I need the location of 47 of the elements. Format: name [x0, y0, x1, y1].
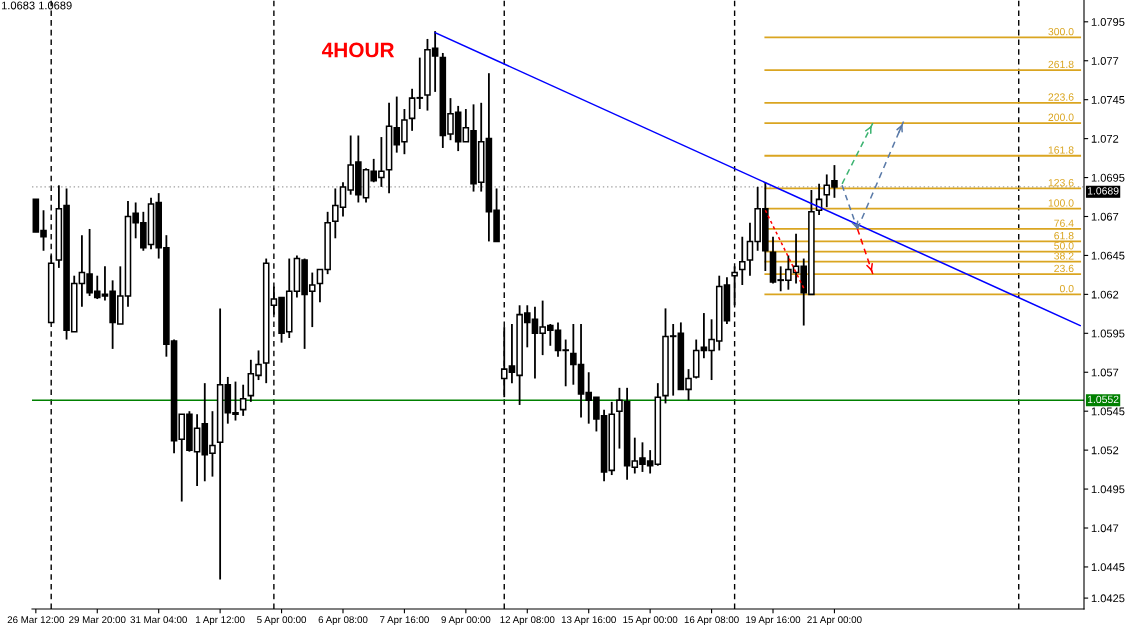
- series-label: 38.2: [1054, 252, 1074, 260]
- text: 4HOUR: [321, 42, 395, 58]
- x-tick-label: 9 Apr 00:00: [441, 616, 491, 626]
- x-tick-label: 19 Apr 16:00: [746, 616, 801, 626]
- ref-line-label: 1.0689: [1087, 187, 1119, 195]
- y-tick-label: 1.0545: [1091, 407, 1125, 416]
- y-tick-label: 1.0445: [1091, 563, 1125, 572]
- series-label: 76.4: [1054, 219, 1074, 227]
- y-tick-label: 1.052: [1091, 446, 1119, 455]
- y-tick-label: 1.0745: [1091, 95, 1125, 104]
- x-tick-label: 7 Apr 16:00: [380, 616, 429, 626]
- series-label: 50.0: [1054, 242, 1074, 250]
- x-tick-label: 1 Apr 12:00: [196, 616, 245, 626]
- y-tick-label: 1.047: [1091, 524, 1119, 533]
- x-tick-label: 16 Apr 08:00: [684, 616, 739, 626]
- x-tick-label: 5 Apr 00:00: [257, 616, 307, 626]
- ref-line-label: 1.0552: [1087, 395, 1119, 404]
- x-tick-label: 12 Apr 08:00: [500, 616, 555, 626]
- x-tick-label: 29 Mar 20:00: [69, 616, 126, 624]
- x-tick-label: 31 Mar 04:00: [130, 616, 187, 624]
- y-tick-label: 1.072: [1091, 134, 1119, 143]
- y-tick-label: 1.067: [1091, 212, 1119, 221]
- series-label: 161.8: [1048, 146, 1074, 154]
- series-label: 23.6: [1054, 264, 1074, 273]
- y-tick-label: 1.057: [1091, 368, 1119, 377]
- x-tick-label: 21 Apr 00:00: [807, 616, 862, 626]
- y-tick-label: 1.0495: [1091, 485, 1125, 494]
- y-tick-label: 1.0695: [1091, 173, 1125, 182]
- x-tick-label: 13 Apr 16:00: [561, 616, 616, 626]
- y-tick-label: 1.062: [1091, 290, 1119, 299]
- series-label: 100.0: [1048, 199, 1074, 207]
- y-tick-label: 1.0425: [1091, 594, 1125, 603]
- series-label: 261.8: [1048, 60, 1074, 69]
- x-tick-label: 15 Apr 00:00: [623, 616, 678, 626]
- y-tick-label: 1.0595: [1091, 329, 1125, 338]
- series-label: 123.6: [1048, 179, 1074, 187]
- series-label: 300.0: [1048, 27, 1074, 36]
- series-label: 61.8: [1054, 231, 1074, 240]
- series-label: 200.0: [1048, 113, 1074, 121]
- y-tick-label: 1.0795: [1091, 18, 1125, 26]
- y-tick-label: 1.0645: [1091, 251, 1125, 260]
- x-tick-label: 6 Apr 08:00: [318, 616, 368, 626]
- series-label: 223.6: [1048, 93, 1074, 101]
- annotation: 1.0683 1.0689: [1, 1, 72, 10]
- x-tick-label: 26 Mar 12:00: [7, 616, 65, 624]
- y-tick-label: 1.077: [1091, 57, 1119, 65]
- series-label: 0.0: [1059, 284, 1074, 293]
